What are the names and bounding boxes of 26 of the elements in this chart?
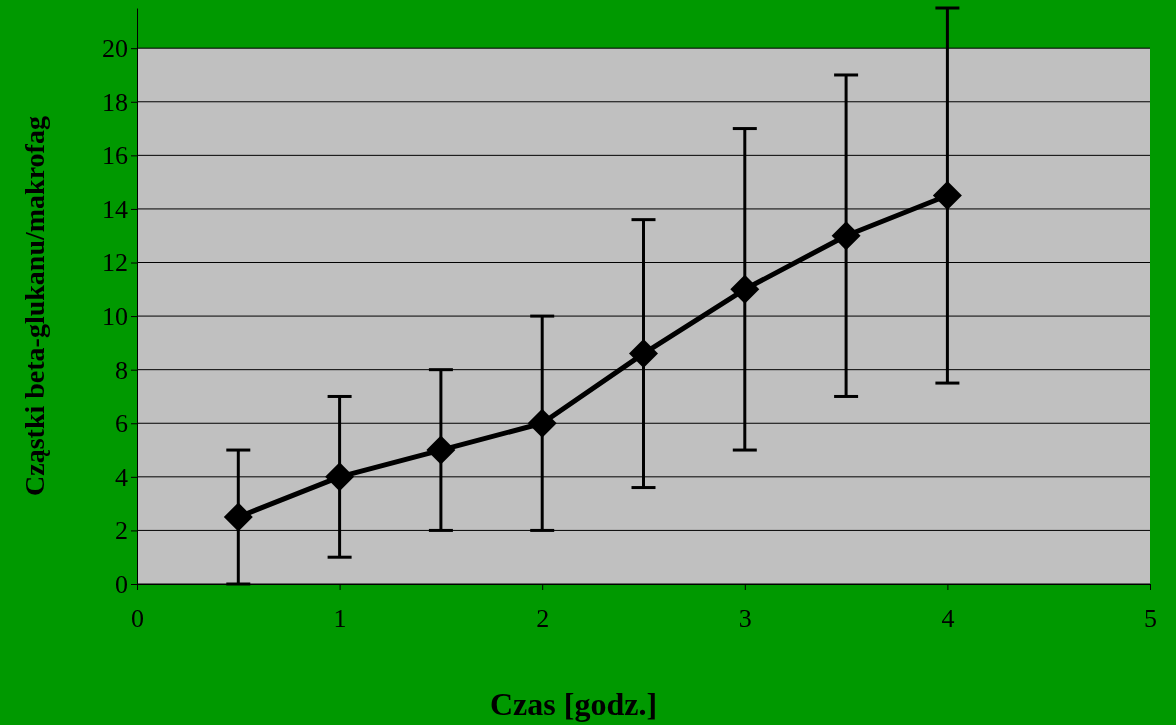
x-tick-label: 4 bbox=[941, 603, 955, 633]
point bbox=[527, 408, 557, 438]
x-tick-label: 1 bbox=[333, 603, 347, 633]
y-tick-label: 8 bbox=[115, 355, 128, 385]
y-tick-label: 0 bbox=[115, 569, 128, 599]
point bbox=[831, 221, 861, 251]
x-tick-label: 2 bbox=[536, 603, 550, 633]
x-axis-title: Czas [godz.] bbox=[489, 686, 658, 722]
y-tick-label: 12 bbox=[102, 248, 128, 278]
y-tick-label: 20 bbox=[102, 34, 128, 64]
x-tick-label: 3 bbox=[738, 603, 752, 633]
y-tick-label: 18 bbox=[102, 87, 128, 117]
point bbox=[223, 502, 253, 532]
y-tick-label: 10 bbox=[102, 301, 128, 331]
y-tick-label: 2 bbox=[115, 516, 128, 546]
point bbox=[932, 181, 962, 211]
y-tick-label: 16 bbox=[102, 141, 128, 171]
point bbox=[730, 274, 760, 304]
x-tick-label: 5 bbox=[1144, 603, 1157, 633]
y-tick-label: 6 bbox=[115, 409, 128, 439]
y-tick-label: 4 bbox=[115, 462, 128, 492]
point bbox=[325, 462, 355, 492]
y-axis-title: Cząstki beta-glukanu/makrofag bbox=[19, 116, 50, 496]
y-tick-label: 14 bbox=[102, 194, 128, 224]
point bbox=[426, 435, 456, 465]
point bbox=[629, 339, 658, 369]
